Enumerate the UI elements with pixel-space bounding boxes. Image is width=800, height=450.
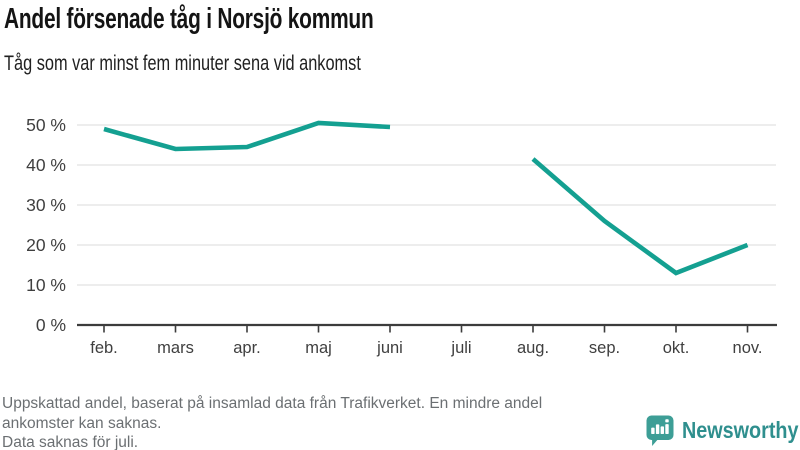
footnote-line: Data saknas för juli.: [2, 434, 139, 450]
x-tick-label: sep.: [589, 339, 620, 357]
chart-footnote: Uppskattad andel, baserat på insamlad da…: [2, 394, 542, 450]
y-tick-label: 40 %: [26, 155, 66, 175]
y-tick-label: 0 %: [36, 315, 66, 335]
line-chart: 0 % 10 % 20 % 30 % 40 % 50 % feb. mars apr. maj ju…: [26, 115, 777, 357]
x-tick-label: juli: [450, 339, 471, 357]
x-tick-label: feb.: [90, 339, 118, 357]
data-line: [531, 157, 749, 276]
footnote-line: Uppskattad andel, baserat på insamlad da…: [2, 395, 543, 412]
y-tick-label: 20 %: [26, 235, 66, 255]
x-tick-label: aug.: [517, 339, 549, 357]
x-tick-label: apr.: [233, 339, 261, 357]
x-tick-label: okt.: [663, 339, 690, 357]
x-tick-label: nov.: [733, 339, 763, 357]
x-tick-label: juni: [376, 339, 403, 357]
bar-chart-bubble-icon: [646, 415, 674, 446]
y-tick-label: 30 %: [26, 195, 66, 215]
data-line: [103, 120, 391, 152]
chart-title: Andel försenade tåg i Norsjö kommun: [4, 3, 374, 35]
newsworthy-logo[interactable]: Newsworthy: [645, 414, 800, 447]
y-tick-label: 50 %: [26, 115, 66, 135]
footnote-line: ankomster kan saknas.: [2, 414, 162, 432]
y-tick-label: 10 %: [26, 275, 66, 295]
newsworthy-logo-text: Newsworthy: [682, 417, 799, 443]
x-tick-label: maj: [305, 339, 332, 357]
chart-subtitle: Tåg som var minst fem minuter sena vid a…: [4, 51, 361, 75]
x-tick-label: mars: [157, 339, 194, 357]
